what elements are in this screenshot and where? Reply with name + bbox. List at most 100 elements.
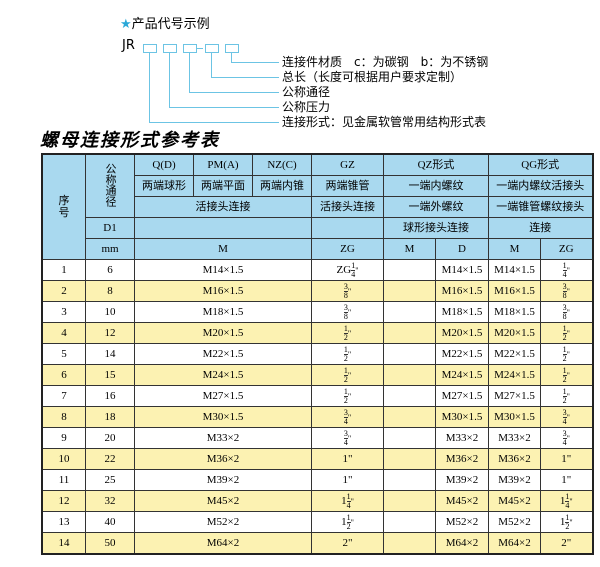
- fraction-inch-mark: ": [569, 496, 573, 506]
- header-cell: 连接: [488, 217, 593, 239]
- fraction-denominator: 2: [343, 395, 348, 405]
- header-cell: 两端平面: [193, 175, 253, 197]
- fraction-denominator: 2: [562, 395, 567, 405]
- table-row: 10 22 M36×2 1" M36×2 M36×2 1": [41, 448, 593, 470]
- cell-qg-m: M18×1.5: [488, 301, 541, 323]
- fraction-denominator: 4: [562, 416, 567, 426]
- cell-dn: 18: [85, 406, 135, 428]
- cell-zg: 3 8 ": [311, 301, 384, 323]
- fraction-inch-mark: ": [566, 433, 570, 443]
- fraction-denominator: 2: [562, 353, 567, 363]
- fraction-inch-mark: ": [350, 496, 354, 506]
- cell-no: 1: [41, 259, 86, 281]
- cell-m: M64×2: [134, 532, 312, 555]
- fraction-inch-mark: ": [566, 412, 570, 422]
- cell-qg-zg: 1 1 4 ": [540, 490, 593, 512]
- table-row: 14 50 M64×2 2" M64×2 M64×2 2": [41, 532, 593, 555]
- cell-qg-m: M22×1.5: [488, 343, 541, 365]
- table-row: 8 18 M30×1.5 3 4 " M30×1.5 M30×1.5 3 4 ": [41, 406, 593, 428]
- cell-m: M24×1.5: [134, 364, 312, 386]
- fraction-numerator: 3: [343, 428, 348, 439]
- header-cell: QG形式: [488, 153, 593, 176]
- table-row: 12 32 M45×2 1 1 4 " M45×2 M45×2 1 1 4 ": [41, 490, 593, 512]
- cell-zg: ZG 1 4 ": [311, 259, 384, 281]
- fraction-inch-mark: ": [569, 517, 573, 527]
- cell-zg: 3 4 ": [311, 406, 384, 428]
- fraction-whole: 1: [559, 515, 566, 528]
- cell-m: M22×1.5: [134, 343, 312, 365]
- fraction-numerator: 1: [565, 491, 570, 502]
- fraction-inch-mark: ": [566, 307, 570, 317]
- table-row: 7 16 M27×1.5 1 2 " M27×1.5 M27×1.5 1 2 ": [41, 385, 593, 407]
- fraction-denominator: 2: [343, 332, 348, 342]
- cell-m: M16×1.5: [134, 280, 312, 302]
- table-row: 11 25 M39×2 1" M39×2 M39×2 1": [41, 469, 593, 491]
- cell-m: M52×2: [134, 511, 312, 533]
- fraction-inch-mark: ": [347, 349, 352, 359]
- cell-dn: 15: [85, 364, 135, 386]
- cell-qg-zg: 1": [540, 448, 593, 470]
- table-row: 3 10 M18×1.5 3 8 " M18×1.5 M18×1.5 3 8 ": [41, 301, 593, 323]
- header-seq: 序 号: [41, 153, 86, 260]
- cell-dn: 6: [85, 259, 135, 281]
- cell-zg: 3 4 ": [311, 427, 384, 449]
- cell-dn: 22: [85, 448, 135, 470]
- code-box: [183, 44, 197, 53]
- cell-dn: 14: [85, 343, 135, 365]
- header-cell: 一端内螺纹活接头: [488, 175, 593, 197]
- cell-m: M14×1.5: [134, 259, 312, 281]
- code-prefix: JR: [122, 38, 135, 53]
- header-cell: D: [435, 238, 489, 260]
- cell-dn: 25: [85, 469, 135, 491]
- cell-no: 3: [41, 301, 86, 323]
- cell-qg-zg: 2": [540, 532, 593, 555]
- fraction-numerator: 3: [562, 428, 567, 439]
- cell-dn: 8: [85, 280, 135, 302]
- cell-qz-m: [383, 532, 436, 555]
- cell-qg-zg: 1 2 ": [540, 343, 593, 365]
- cell-zg: 1 1 2 ": [311, 511, 384, 533]
- cell-qg-m: M64×2: [488, 532, 541, 555]
- header-cell: ZG: [311, 238, 384, 260]
- cell-qz-m: [383, 511, 436, 533]
- fraction-numerator: 1: [562, 344, 567, 355]
- table-row: 9 20 M33×2 3 4 " M33×2 M33×2 3 4 ": [41, 427, 593, 449]
- fraction-numerator: 1: [343, 365, 348, 376]
- fraction-denominator: 8: [343, 290, 348, 300]
- label-connection: 连接形式：见金属软管常用结构形式表: [282, 115, 487, 129]
- fraction-denominator: 2: [346, 521, 351, 531]
- cell-qz-m: [383, 448, 436, 470]
- cell-no: 4: [41, 322, 86, 344]
- nut-connection-table: 序 号 公称通径 Q(D) PM(A) NZ(C) GZ QZ形式 QG形式 两端球形 两端…: [41, 153, 594, 555]
- header-cell: PM(A): [193, 153, 253, 176]
- cell-qz-d: M16×1.5: [435, 280, 489, 302]
- cell-m: M39×2: [134, 469, 312, 491]
- fraction-numerator: 1: [562, 260, 567, 271]
- cell-qz-d: M39×2: [435, 469, 489, 491]
- fraction-denominator: 8: [562, 311, 567, 321]
- cell-qz-d: M20×1.5: [435, 322, 489, 344]
- cell-qg-zg: 1 2 ": [540, 322, 593, 344]
- table-row: 4 12 M20×1.5 1 2 " M20×1.5 M20×1.5 1 2 ": [41, 322, 593, 344]
- cell-no: 13: [41, 511, 86, 533]
- cell-qg-m: M27×1.5: [488, 385, 541, 407]
- fraction-numerator: 3: [343, 407, 348, 418]
- cell-qg-zg: 3 8 ": [540, 280, 593, 302]
- cell-zg: 1 2 ": [311, 385, 384, 407]
- header-cell: 球形接头连接: [383, 217, 489, 239]
- table-row: 5 14 M22×1.5 1 2 " M22×1.5 M22×1.5 1 2 ": [41, 343, 593, 365]
- cell-no: 7: [41, 385, 86, 407]
- fraction-inch-mark: ": [566, 286, 570, 296]
- cell-no: 8: [41, 406, 86, 428]
- fraction-whole: 1": [342, 453, 353, 465]
